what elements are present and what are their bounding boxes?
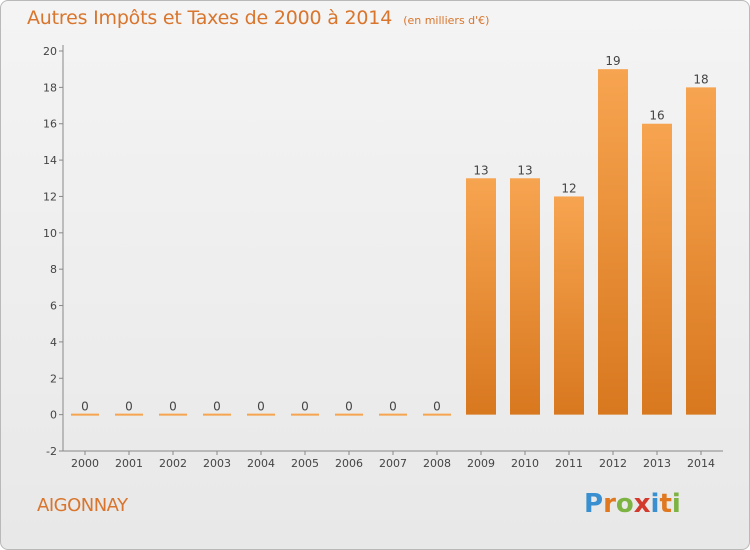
y-tick-label: 6 <box>50 300 57 313</box>
title-main: Autres Impôts et Taxes de 2000 à 2014 <box>27 7 393 29</box>
bar <box>598 69 628 415</box>
y-tick-label: 2 <box>50 372 57 385</box>
y-tick-label: 14 <box>43 154 57 167</box>
x-tick-label: 2013 <box>643 457 671 470</box>
brand-letter: P <box>584 489 604 519</box>
bar <box>335 413 363 416</box>
x-tick-label: 2014 <box>687 457 715 470</box>
x-tick-label: 2007 <box>379 457 407 470</box>
x-tick-label: 2009 <box>467 457 495 470</box>
bar <box>642 123 672 415</box>
x-tick-label: 2010 <box>511 457 539 470</box>
x-tick-label: 2012 <box>599 457 627 470</box>
value-label: 18 <box>693 72 708 86</box>
value-label: 0 <box>169 400 177 414</box>
bar <box>554 196 584 415</box>
brand-letter: i <box>650 489 660 519</box>
y-tick-label: 12 <box>43 190 57 203</box>
x-tick-label: 2003 <box>203 457 231 470</box>
value-label: 0 <box>301 400 309 414</box>
value-label: 0 <box>257 400 265 414</box>
y-tick-label: 0 <box>50 409 57 422</box>
value-label: 19 <box>605 54 620 68</box>
chart-title: Autres Impôts et Taxes de 2000 à 2014 (e… <box>27 7 489 29</box>
bar <box>423 413 451 416</box>
value-label: 13 <box>473 163 488 177</box>
bar <box>686 87 716 415</box>
value-label: 0 <box>345 400 353 414</box>
x-tick-label: 2006 <box>335 457 363 470</box>
y-tick-label: 16 <box>43 118 57 131</box>
bar <box>71 413 99 416</box>
value-label: 0 <box>213 400 221 414</box>
x-tick-label: 2002 <box>159 457 187 470</box>
bar <box>203 413 231 416</box>
value-label: 16 <box>649 109 664 123</box>
y-tick-label: 4 <box>50 336 57 349</box>
y-tick-label: -2 <box>46 445 57 458</box>
value-label: 12 <box>561 181 576 195</box>
x-tick-label: 2011 <box>555 457 583 470</box>
bar <box>510 178 540 415</box>
bar <box>379 413 407 416</box>
brand-letter: x <box>633 489 651 519</box>
proxiti-logo: Proxiti <box>584 489 681 519</box>
value-label: 0 <box>433 400 441 414</box>
commune-name: AIGONNAY <box>37 495 128 516</box>
bar <box>115 413 143 416</box>
bar <box>159 413 187 416</box>
y-tick-label: 18 <box>43 81 57 94</box>
x-tick-label: 2005 <box>291 457 319 470</box>
bar <box>466 178 496 415</box>
brand-letter: t <box>659 489 672 519</box>
x-tick-label: 2008 <box>423 457 451 470</box>
x-tick-label: 2004 <box>247 457 275 470</box>
value-label: 0 <box>125 400 133 414</box>
brand-letter: o <box>615 489 634 519</box>
value-label: 0 <box>389 400 397 414</box>
bar <box>247 413 275 416</box>
value-label: 0 <box>81 400 89 414</box>
brand-letter: r <box>603 489 616 519</box>
value-label: 13 <box>517 163 532 177</box>
brand-letter: i <box>671 489 681 519</box>
y-tick-label: 8 <box>50 263 57 276</box>
x-tick-label: 2000 <box>71 457 99 470</box>
y-tick-label: 20 <box>43 45 57 58</box>
title-unit: (en milliers d'€) <box>403 14 490 27</box>
bar <box>291 413 319 416</box>
x-tick-label: 2001 <box>115 457 143 470</box>
y-tick-label: 10 <box>43 227 57 240</box>
